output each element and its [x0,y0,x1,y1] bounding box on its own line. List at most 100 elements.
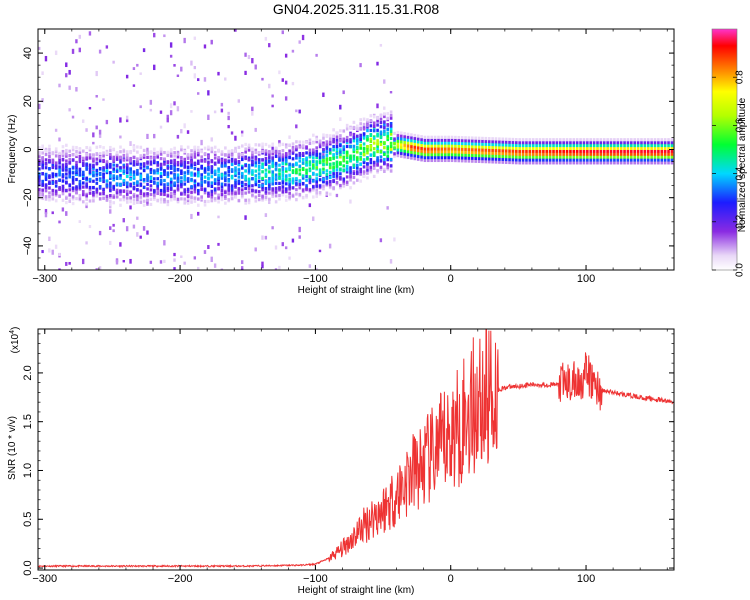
spectrogram-cell [433,138,437,142]
spectrogram-cell [636,141,640,145]
spectrogram-cell [193,147,197,151]
spectrogram-cell [142,168,146,173]
spectrogram-cell [240,260,244,265]
spectrogram-cell [68,188,72,192]
spectrogram-cell [531,155,535,159]
spectrogram-cell [247,171,251,175]
spectrogram-cell [328,148,332,152]
spectrogram-cell [389,116,393,120]
spectrogram-cell [71,188,75,193]
spectrogram-cell [335,180,339,185]
spectrogram-cell [257,175,261,180]
spectrogram-cell [240,180,244,185]
spectrogram-cell [234,173,237,178]
spectrogram-cell [352,171,356,176]
spectrogram-cell [396,133,400,137]
spectrogram-cell [48,236,51,242]
spectrogram-cell [149,260,153,264]
spectrogram-cell [386,206,389,210]
spectrogram-cell [427,147,430,151]
spectrogram-cell [98,230,102,236]
spectrogram-cell [71,181,75,185]
spectrogram-cell [508,140,511,144]
spectrogram-cell [149,150,153,155]
spectrogram-cell [193,65,197,70]
spectrogram-cell [335,193,339,198]
spectrogram-cell [653,138,657,142]
spectrogram-cell [85,128,88,132]
spectrogram-cell [190,171,193,175]
spectrogram-cell [210,165,214,169]
spectrogram-cell [213,197,217,201]
spectrogram-cell [163,34,166,38]
spectrogram-cell [98,152,102,156]
spectrogram-cell [667,143,670,148]
spectrogram-cell [247,181,251,185]
spectrogram-cell [98,134,102,138]
spectrogram-cell [643,143,647,148]
spectrogram-cell [491,154,494,158]
spectrogram-cell [352,135,356,140]
snr-y-tick-label: 1.5 [22,414,34,429]
spectrogram-cell [555,152,559,156]
spectrogram-cell [386,154,390,158]
spectrogram-cell [278,181,281,186]
spectrogram-cell [149,184,153,188]
spectrogram-cell [125,185,129,189]
spectrogram-cell [396,136,400,140]
spectrogram-cell [345,170,349,174]
spectrogram-cell [153,177,156,181]
spectrogram-cell [372,141,376,145]
spectrogram-cell [115,169,119,173]
spectrogram-cell [136,197,139,202]
spectrogram-cell [508,137,511,141]
spectrogram-cell [504,137,508,141]
spectrogram-cell [670,141,674,145]
spectrogram-cell [180,66,183,72]
spectrogram-cell [220,197,224,202]
spectrogram-cell [197,159,200,163]
spectrogram-cell [284,174,288,178]
spectrogram-cell [315,53,318,57]
spectrogram-cell [660,141,664,145]
spectrogram-cell [257,172,261,176]
spectrogram-cell [119,198,122,202]
spectrogram-cell [457,138,461,143]
spectrogram-cell [301,144,305,148]
spectrogram-cell [278,193,281,198]
spectrogram-cell [657,152,660,156]
spectrogram-cell [119,242,122,247]
spectrogram-cell [616,152,620,156]
spectrogram-cell [332,144,335,149]
spectrogram-cell [352,163,356,167]
spectrogram-cell [366,118,369,122]
spectrogram-cell [359,137,362,142]
spectrogram-cell [169,159,173,163]
spectrogram-cell [159,260,163,264]
spectrogram-cell [95,177,99,181]
spectrogram-cell [75,177,78,182]
spectrogram-cell [78,194,82,198]
spectrogram-cell [301,153,305,157]
spectrogram-cell [244,150,247,154]
snr-y-tick-label: 0.0 [22,560,34,575]
spectrogram-cell [443,144,447,148]
spectrogram-cell [362,158,366,162]
spectrogram-cell [230,168,234,172]
spectrogram-cell [271,152,275,156]
spectrogram-cell [393,152,396,156]
spectrogram-cell [71,195,75,199]
spectrogram-cell [190,200,193,204]
spectrogram-cell [386,131,390,136]
spectrogram-cell [38,46,41,50]
spectrogram-cell [264,190,268,194]
spectrogram-cell [335,151,339,156]
spectrogram-cell [71,197,75,201]
spectrogram-cell [636,152,640,156]
spectrogram-cell [54,199,58,203]
spectrogram-cell [183,174,187,178]
spectrogram-cell [271,161,275,165]
spectrogram-cell [190,185,193,189]
spectrogram-cell [288,191,291,195]
spectrogram-cell [217,186,220,191]
